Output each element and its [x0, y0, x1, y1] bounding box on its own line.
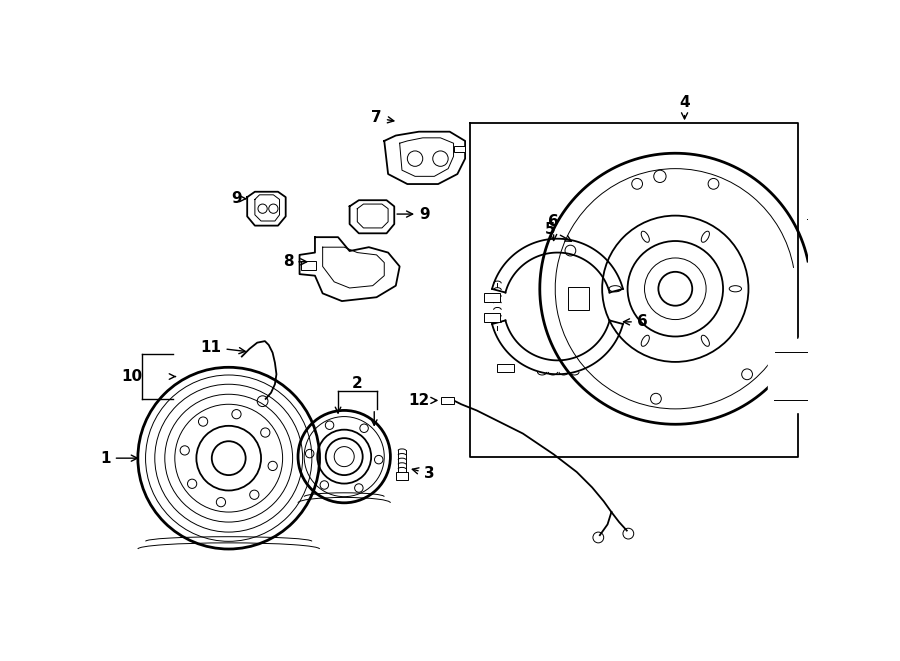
Bar	[484, 313, 500, 322]
Text: 7: 7	[371, 110, 394, 126]
Text: 6: 6	[548, 214, 559, 241]
Text: 5: 5	[544, 222, 572, 241]
Bar	[441, 397, 454, 405]
Text: 6: 6	[624, 315, 648, 329]
Text: 8: 8	[283, 254, 307, 269]
Text: 9: 9	[397, 207, 430, 221]
Text: 10: 10	[122, 369, 142, 384]
Bar	[568, 288, 590, 310]
Bar	[484, 293, 500, 302]
Polygon shape	[768, 339, 818, 412]
Text: 11: 11	[201, 340, 245, 355]
Text: 9: 9	[231, 191, 246, 206]
Text: 2: 2	[352, 376, 363, 391]
Text: 12: 12	[409, 393, 436, 408]
Bar	[302, 261, 317, 270]
Bar	[396, 472, 408, 480]
Text: 4: 4	[680, 95, 690, 119]
Text: 3: 3	[412, 466, 434, 481]
Text: 1: 1	[100, 451, 138, 465]
Bar	[498, 364, 515, 372]
Bar	[454, 145, 465, 152]
